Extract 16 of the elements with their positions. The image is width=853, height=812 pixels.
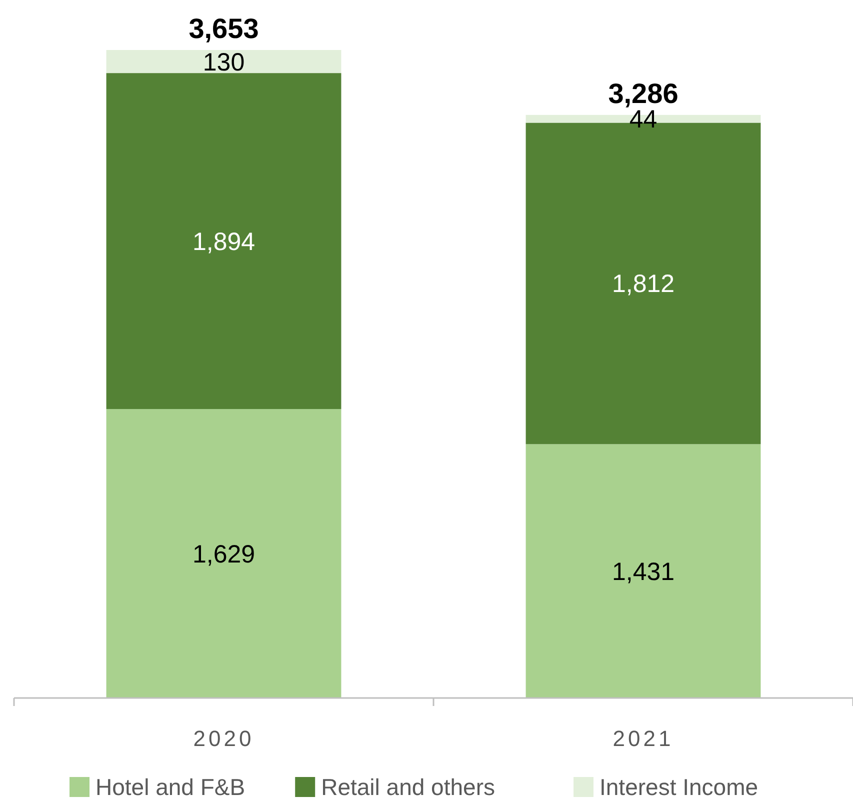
x-tick-label: 2020 [193,726,254,751]
total-label: 3,286 [608,78,678,109]
legend-label: Hotel and F&B [96,774,246,800]
data-label: 1,894 [192,228,256,256]
bar [106,409,342,698]
data-label: 130 [202,48,245,76]
total-label: 3,653 [188,13,259,44]
data-label: 1,431 [612,558,675,586]
data-label: 1,629 [192,540,256,568]
legend-label: Retail and others [321,774,495,800]
bar [106,73,342,410]
data-label: 1,812 [612,270,675,298]
legend-label: Interest Income [600,774,758,800]
x-tick-label: 2021 [612,726,674,751]
bar [526,444,761,698]
bar [106,50,342,74]
